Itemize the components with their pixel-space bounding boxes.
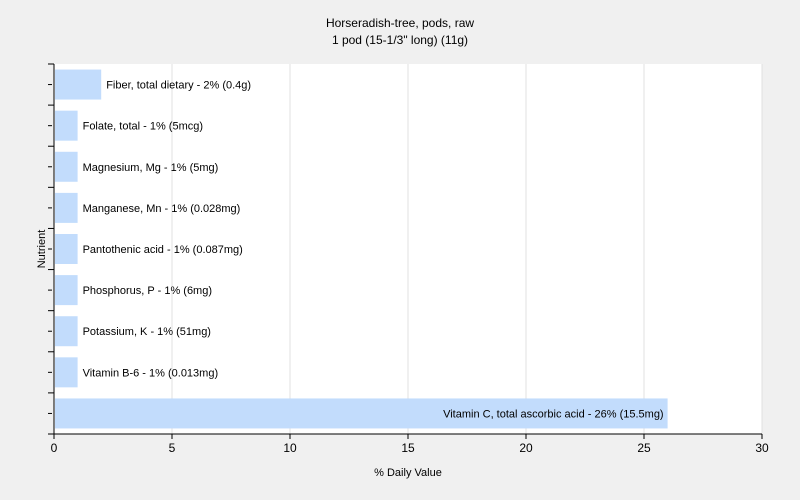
data-label: Vitamin C, total ascorbic acid - 26% (15… xyxy=(443,408,664,420)
data-label: Pantothenic acid - 1% (0.087mg) xyxy=(83,244,243,256)
x-tick-label: 20 xyxy=(519,441,533,455)
data-label: Manganese, Mn - 1% (0.028mg) xyxy=(83,203,241,215)
bar xyxy=(55,275,78,306)
data-label: Fiber, total dietary - 2% (0.4g) xyxy=(106,80,251,92)
data-label: Phosphorus, P - 1% (6mg) xyxy=(83,285,212,297)
data-label: Potassium, K - 1% (51mg) xyxy=(83,326,211,338)
y-axis-title: Nutrient xyxy=(36,230,48,269)
bar xyxy=(55,316,78,347)
bar xyxy=(55,357,78,388)
bar xyxy=(55,234,78,264)
data-label: Magnesium, Mg - 1% (5mg) xyxy=(83,162,219,174)
data-label: Vitamin B-6 - 1% (0.013mg) xyxy=(83,367,219,379)
bar xyxy=(55,398,668,429)
bar xyxy=(55,110,78,141)
x-tick-label: 10 xyxy=(283,441,297,455)
x-tick-label: 15 xyxy=(401,441,415,455)
bar xyxy=(55,192,78,223)
bar xyxy=(55,151,78,182)
x-tick-label: 30 xyxy=(755,441,769,455)
x-tick-label: 5 xyxy=(169,441,176,455)
x-tick-label: 0 xyxy=(51,441,58,455)
data-label: Folate, total - 1% (5mcg) xyxy=(83,121,203,133)
chart-subtitle: 1 pod (15-1/3" long) (11g) xyxy=(331,33,469,47)
chart-title: Horseradish-tree, pods, raw xyxy=(325,16,475,30)
x-axis-title: % Daily Value xyxy=(374,467,442,479)
bar xyxy=(55,69,102,100)
x-tick-label: 25 xyxy=(637,441,651,455)
